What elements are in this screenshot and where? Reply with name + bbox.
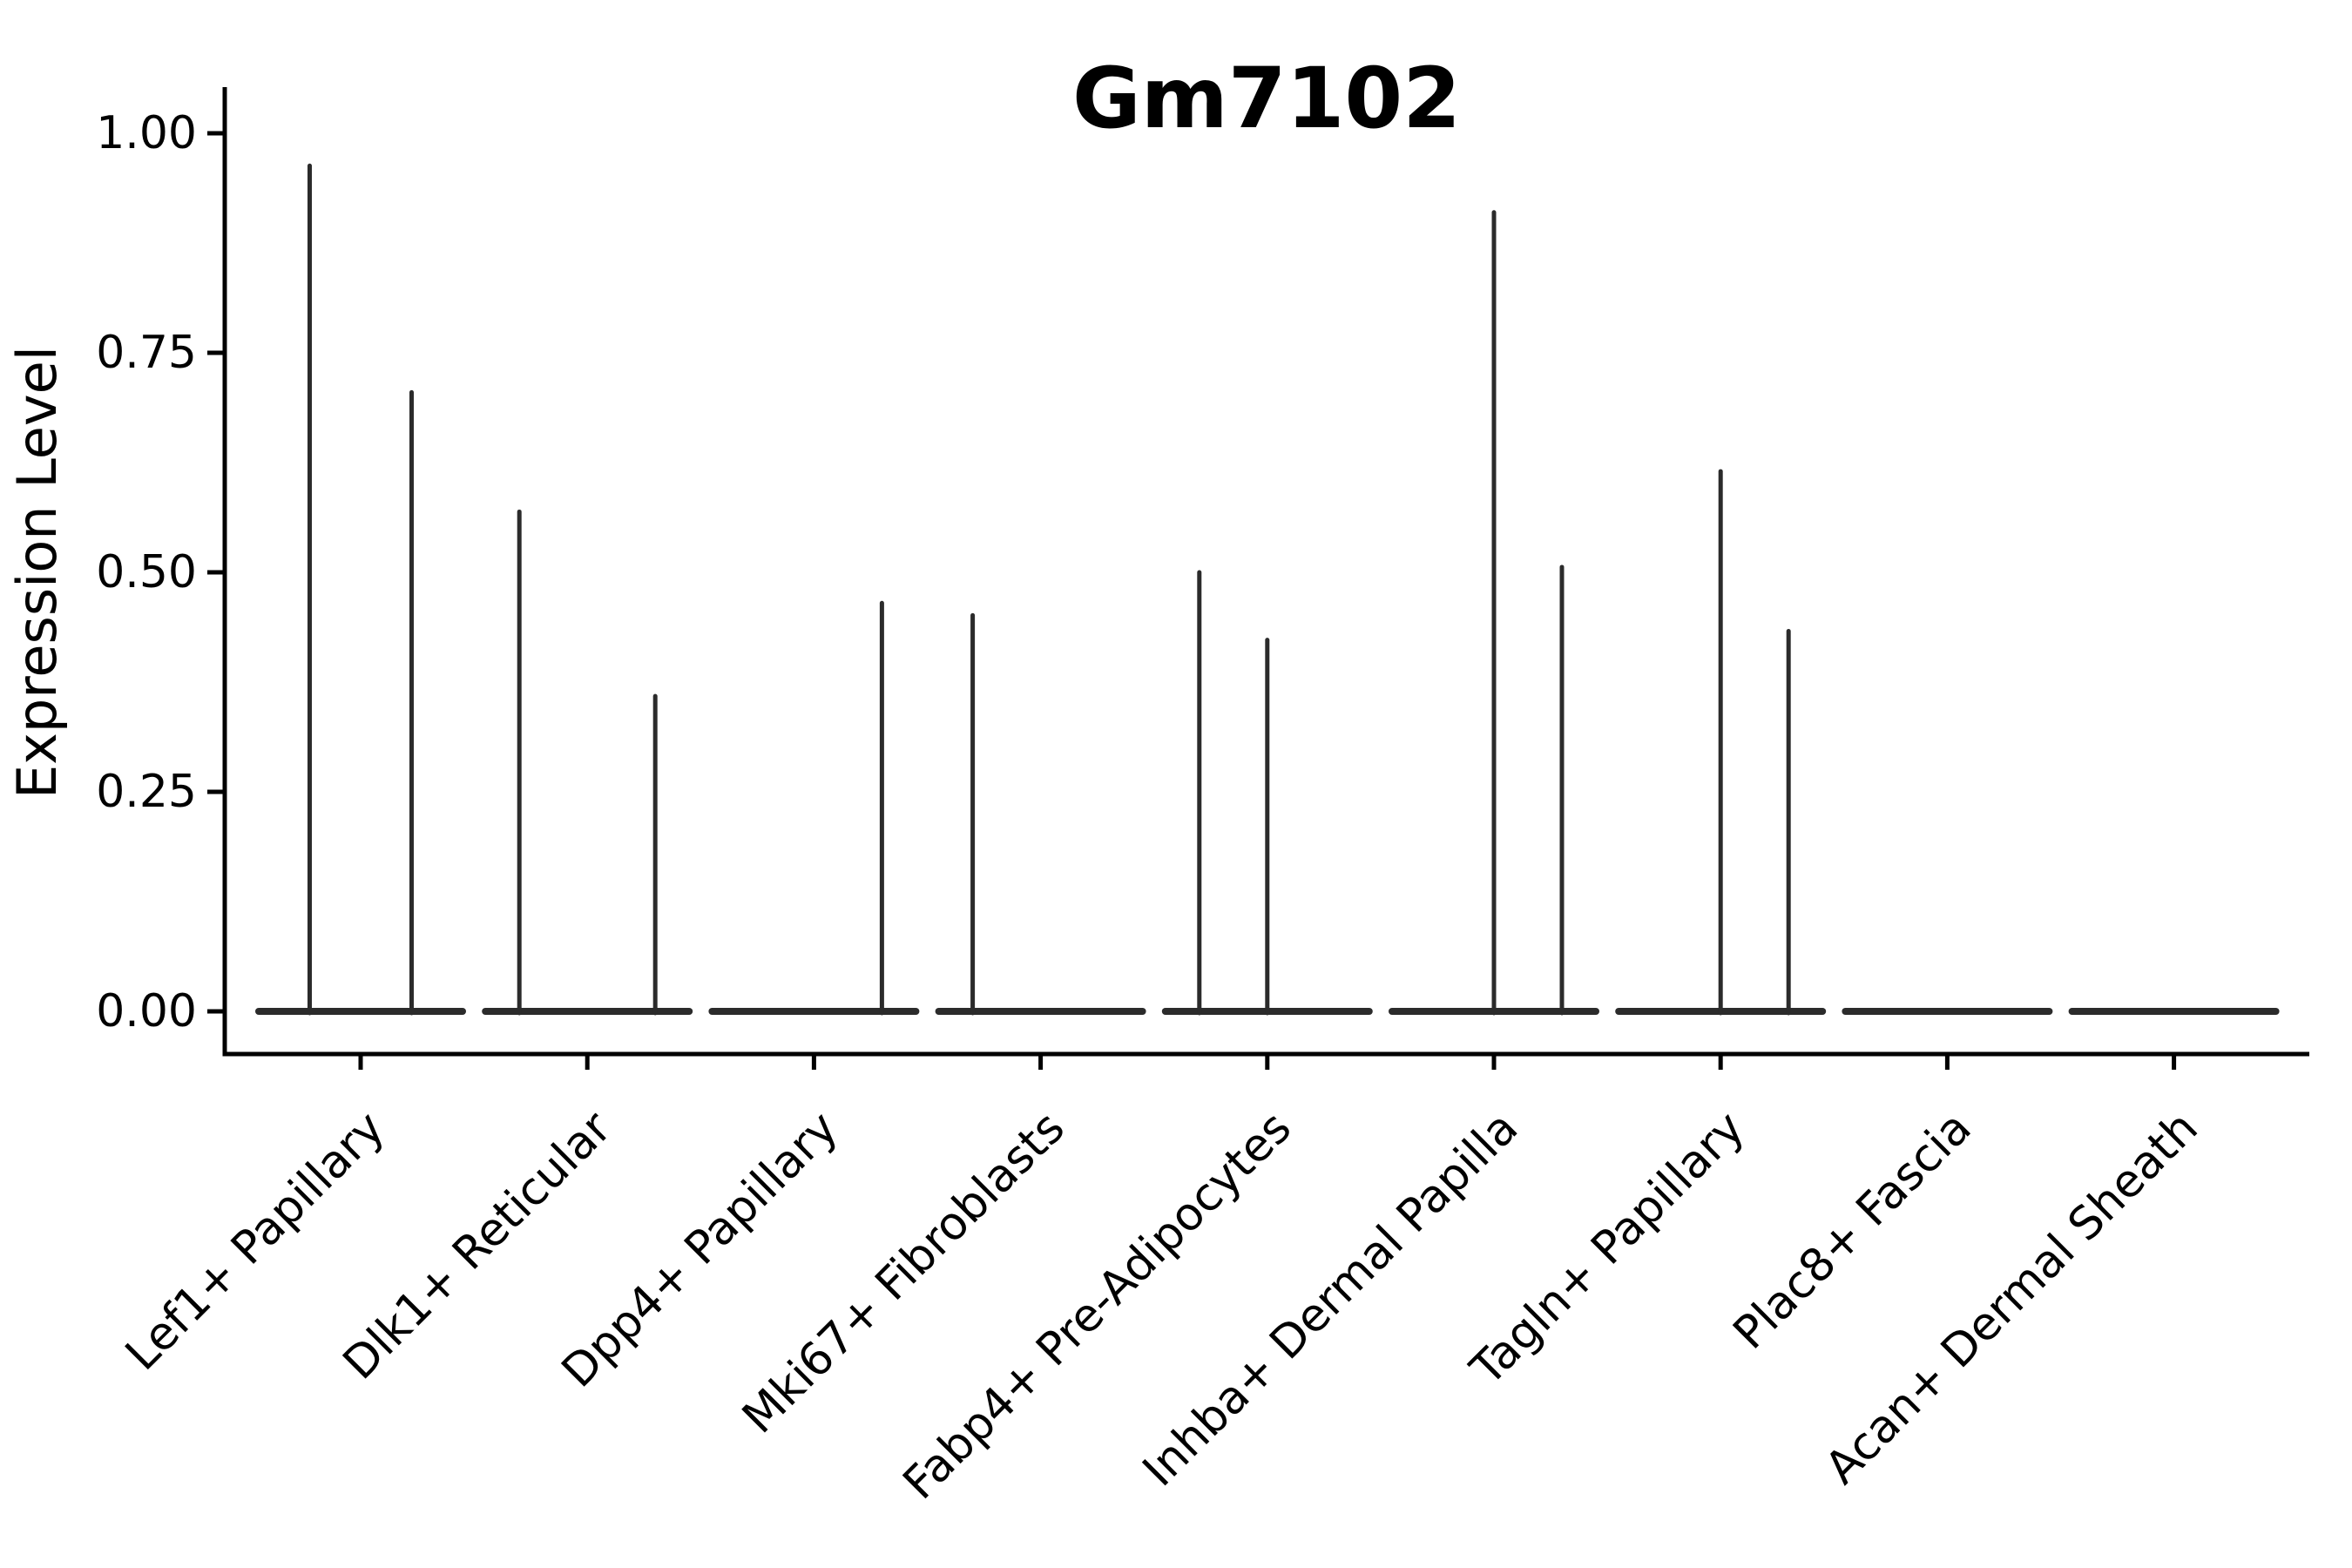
y-axis-ticks: 0.00 0.25 0.50 0.75 1.00 [96, 107, 225, 1037]
y-tick-label: 0.75 [96, 327, 197, 379]
chart-title: Gm7102 [1072, 50, 1461, 147]
y-tick-label: 0.25 [96, 766, 197, 818]
y-axis-label: Expression Level [5, 346, 69, 799]
y-tick-label: 0.50 [96, 546, 197, 598]
y-tick-label: 1.00 [96, 107, 197, 159]
x-tick-label: Fabp4+ Pre-Adipocytes [894, 1102, 1301, 1510]
y-tick-label: 0.00 [96, 985, 197, 1037]
x-tick-label: Inhba+ Dermal Papilla [1133, 1102, 1528, 1497]
x-tick-label: Plac8+ Fascia [1724, 1102, 1982, 1360]
violins [255, 163, 2280, 1016]
x-axis-ticks [358, 1054, 2177, 1070]
x-tick-label: Acan+ Dermal Sheath [1815, 1102, 2208, 1495]
